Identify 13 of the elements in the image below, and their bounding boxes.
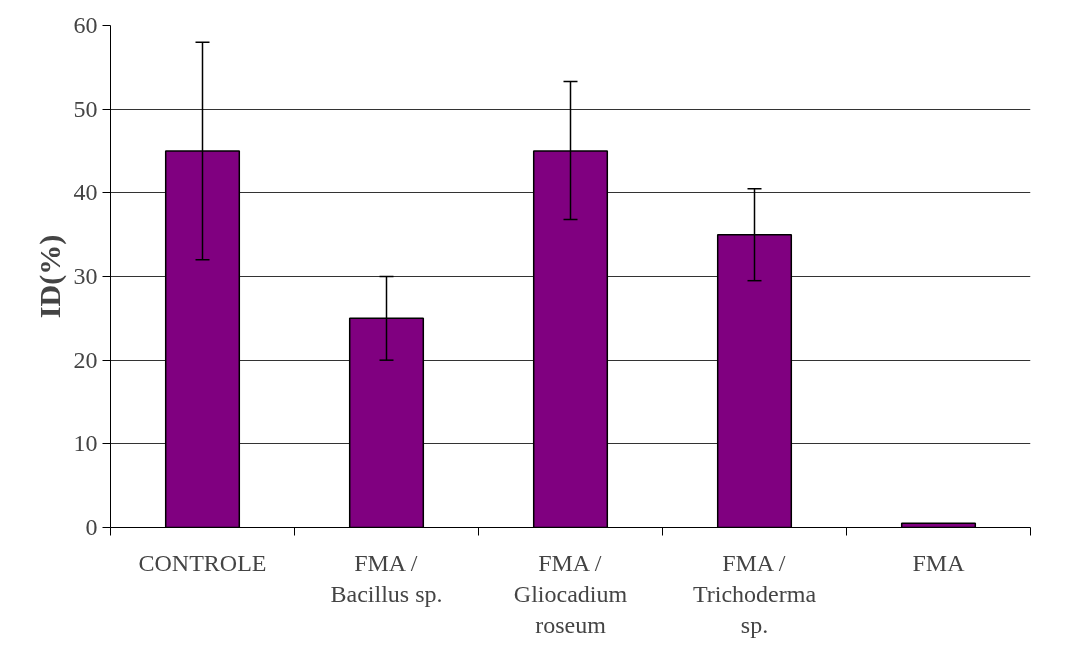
y-tick-label: 0 — [85, 514, 98, 540]
y-tick-label: 50 — [73, 95, 98, 122]
y-tick-label: 60 — [73, 12, 98, 38]
y-tick-label: 40 — [73, 179, 98, 206]
x-tick-label: CONTROLE — [138, 549, 267, 576]
x-tick-label: FMA / Trichoderma sp. — [692, 549, 817, 638]
y-axis-title: ID(%) — [32, 234, 67, 319]
y-tick-label: 10 — [73, 430, 98, 457]
y-tick-label: 30 — [73, 263, 98, 289]
x-tick-label: FMA / Bacillus sp. — [330, 549, 443, 607]
x-tick-label: FMA / Gliocadium roseum — [513, 549, 628, 638]
x-tick-label: FMA — [912, 549, 966, 576]
y-tick-label: 20 — [73, 346, 98, 373]
